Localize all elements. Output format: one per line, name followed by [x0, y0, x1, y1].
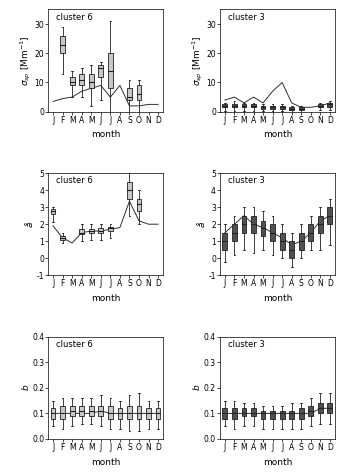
- Bar: [156, 408, 160, 419]
- Bar: [289, 411, 294, 419]
- Bar: [70, 76, 75, 85]
- Bar: [146, 408, 151, 419]
- X-axis label: month: month: [263, 130, 292, 139]
- Y-axis label: $\aa$: $\aa$: [23, 221, 35, 228]
- Bar: [127, 88, 132, 100]
- Bar: [318, 216, 323, 233]
- Bar: [51, 408, 56, 419]
- Bar: [79, 406, 84, 416]
- Bar: [241, 104, 246, 107]
- Bar: [89, 406, 93, 416]
- Bar: [232, 104, 237, 107]
- Y-axis label: $\sigma_{sp}$ [Mm$^{-1}$]: $\sigma_{sp}$ [Mm$^{-1}$]: [19, 35, 33, 86]
- Bar: [270, 106, 275, 109]
- Bar: [108, 406, 113, 419]
- Bar: [327, 403, 332, 413]
- Bar: [108, 227, 113, 231]
- Bar: [60, 406, 65, 419]
- X-axis label: month: month: [263, 458, 292, 467]
- Y-axis label: $b$: $b$: [191, 384, 203, 391]
- Bar: [289, 107, 294, 110]
- Y-axis label: $b$: $b$: [20, 384, 31, 391]
- Bar: [232, 408, 237, 419]
- Bar: [327, 103, 332, 107]
- Bar: [89, 229, 93, 233]
- Bar: [280, 411, 285, 419]
- X-axis label: month: month: [91, 458, 120, 467]
- Text: cluster 3: cluster 3: [228, 340, 265, 349]
- Text: cluster 6: cluster 6: [56, 12, 93, 22]
- Bar: [127, 182, 132, 199]
- Bar: [223, 104, 227, 107]
- Bar: [327, 207, 332, 224]
- Text: cluster 6: cluster 6: [56, 176, 93, 185]
- X-axis label: month: month: [263, 294, 292, 303]
- Bar: [60, 36, 65, 53]
- Bar: [223, 408, 227, 419]
- Bar: [280, 106, 285, 109]
- Bar: [251, 408, 256, 416]
- Bar: [51, 209, 56, 214]
- Y-axis label: $\aa$: $\aa$: [195, 221, 207, 228]
- Bar: [318, 104, 323, 107]
- Bar: [223, 233, 227, 250]
- Bar: [270, 224, 275, 241]
- Text: cluster 3: cluster 3: [228, 12, 265, 22]
- Bar: [241, 216, 246, 233]
- Bar: [299, 408, 304, 419]
- Bar: [289, 241, 294, 258]
- Bar: [251, 216, 256, 233]
- Bar: [70, 406, 75, 416]
- Bar: [308, 224, 313, 241]
- Bar: [98, 228, 103, 233]
- Bar: [137, 85, 141, 100]
- Bar: [137, 406, 141, 419]
- Bar: [60, 236, 65, 239]
- Bar: [251, 104, 256, 107]
- Bar: [270, 411, 275, 419]
- Bar: [261, 106, 265, 109]
- Bar: [261, 221, 265, 236]
- Bar: [98, 65, 103, 76]
- Bar: [318, 403, 323, 413]
- X-axis label: month: month: [91, 294, 120, 303]
- X-axis label: month: month: [91, 130, 120, 139]
- Bar: [118, 408, 122, 419]
- Bar: [299, 107, 304, 110]
- Bar: [299, 233, 304, 250]
- Bar: [79, 74, 84, 85]
- Bar: [241, 408, 246, 416]
- Bar: [127, 406, 132, 419]
- Text: cluster 6: cluster 6: [56, 340, 93, 349]
- Bar: [232, 224, 237, 241]
- Bar: [280, 233, 285, 250]
- Bar: [137, 199, 141, 211]
- Bar: [261, 411, 265, 419]
- Text: cluster 3: cluster 3: [228, 176, 265, 185]
- Bar: [108, 53, 113, 88]
- Y-axis label: $\sigma_{sp}$ [Mm$^{-1}$]: $\sigma_{sp}$ [Mm$^{-1}$]: [190, 35, 205, 86]
- Bar: [308, 406, 313, 416]
- Bar: [98, 406, 103, 416]
- Bar: [89, 74, 93, 88]
- Bar: [79, 229, 84, 235]
